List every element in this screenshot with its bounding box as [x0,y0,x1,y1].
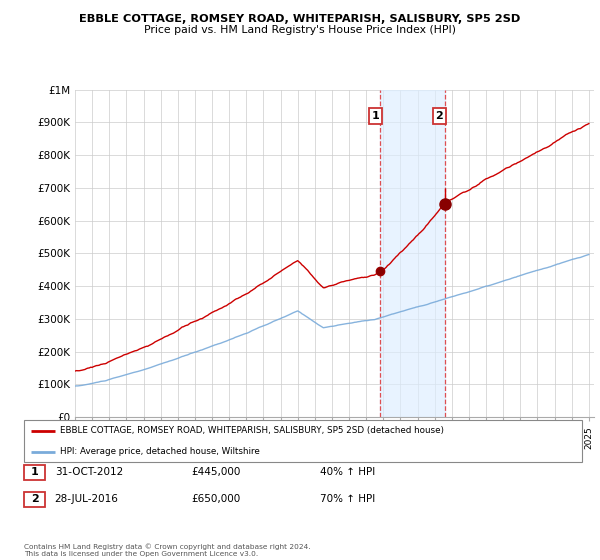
Text: £445,000: £445,000 [191,468,241,478]
Text: £650,000: £650,000 [191,494,241,504]
Text: 31-OCT-2012: 31-OCT-2012 [55,468,123,478]
Text: EBBLE COTTAGE, ROMSEY ROAD, WHITEPARISH, SALISBURY, SP5 2SD: EBBLE COTTAGE, ROMSEY ROAD, WHITEPARISH,… [79,14,521,24]
Text: HPI: Average price, detached house, Wiltshire: HPI: Average price, detached house, Wilt… [60,447,260,456]
Text: 40% ↑ HPI: 40% ↑ HPI [320,468,375,478]
Bar [380,90,445,417]
Text: 1: 1 [371,111,379,121]
Text: Price paid vs. HM Land Registry's House Price Index (HPI): Price paid vs. HM Land Registry's House … [144,25,456,35]
Text: 28-JUL-2016: 28-JUL-2016 [55,494,119,504]
Text: 2: 2 [31,494,38,504]
Text: 70% ↑ HPI: 70% ↑ HPI [320,494,375,504]
Text: 2: 2 [436,111,443,121]
Text: Contains HM Land Registry data © Crown copyright and database right 2024.
This d: Contains HM Land Registry data © Crown c… [24,544,311,557]
Bar [24,492,45,507]
Bar [24,465,45,480]
Text: EBBLE COTTAGE, ROMSEY ROAD, WHITEPARISH, SALISBURY, SP5 2SD (detached house): EBBLE COTTAGE, ROMSEY ROAD, WHITEPARISH,… [60,426,444,435]
Text: 1: 1 [31,468,38,478]
